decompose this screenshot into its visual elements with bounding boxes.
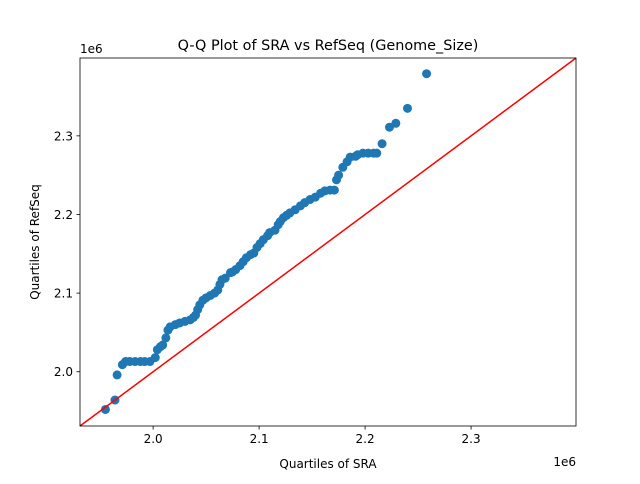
- data-point: [150, 353, 160, 363]
- data-point: [391, 118, 401, 128]
- data-point: [334, 170, 344, 180]
- data-point: [422, 69, 432, 79]
- reference-line: [79, 57, 577, 427]
- y-tick-label: 2.1: [54, 287, 73, 301]
- data-point: [402, 103, 412, 113]
- data-point: [100, 404, 110, 414]
- data-point: [112, 370, 122, 380]
- x-axis-label: Quartiles of SRA: [279, 457, 377, 471]
- data-point: [158, 340, 168, 350]
- y-axis-label: Quartiles of RefSeq: [28, 184, 42, 300]
- plot-area: [79, 57, 577, 427]
- y-tick-label: 2.2: [54, 208, 73, 222]
- data-point: [377, 139, 387, 149]
- y-tick-label: 2.3: [54, 129, 73, 143]
- y-tick-label: 2.0: [54, 365, 73, 379]
- x-offset-label: 1e6: [553, 455, 576, 469]
- data-point: [329, 185, 339, 195]
- x-tick-label: 2.3: [462, 432, 481, 446]
- x-axis: 2.0 2.1 2.2 2.3: [144, 426, 481, 446]
- axes-frame: [79, 57, 577, 427]
- y-offset-label: 1e6: [80, 42, 103, 56]
- x-tick-label: 2.2: [356, 432, 375, 446]
- data-point: [372, 148, 382, 158]
- x-tick-label: 2.1: [250, 432, 269, 446]
- x-tick-label: 2.0: [144, 432, 163, 446]
- chart-title: Q-Q Plot of SRA vs RefSeq (Genome_Size): [178, 38, 479, 54]
- data-point: [161, 333, 171, 343]
- y-axis: 2.0 2.1 2.2 2.3: [54, 129, 80, 379]
